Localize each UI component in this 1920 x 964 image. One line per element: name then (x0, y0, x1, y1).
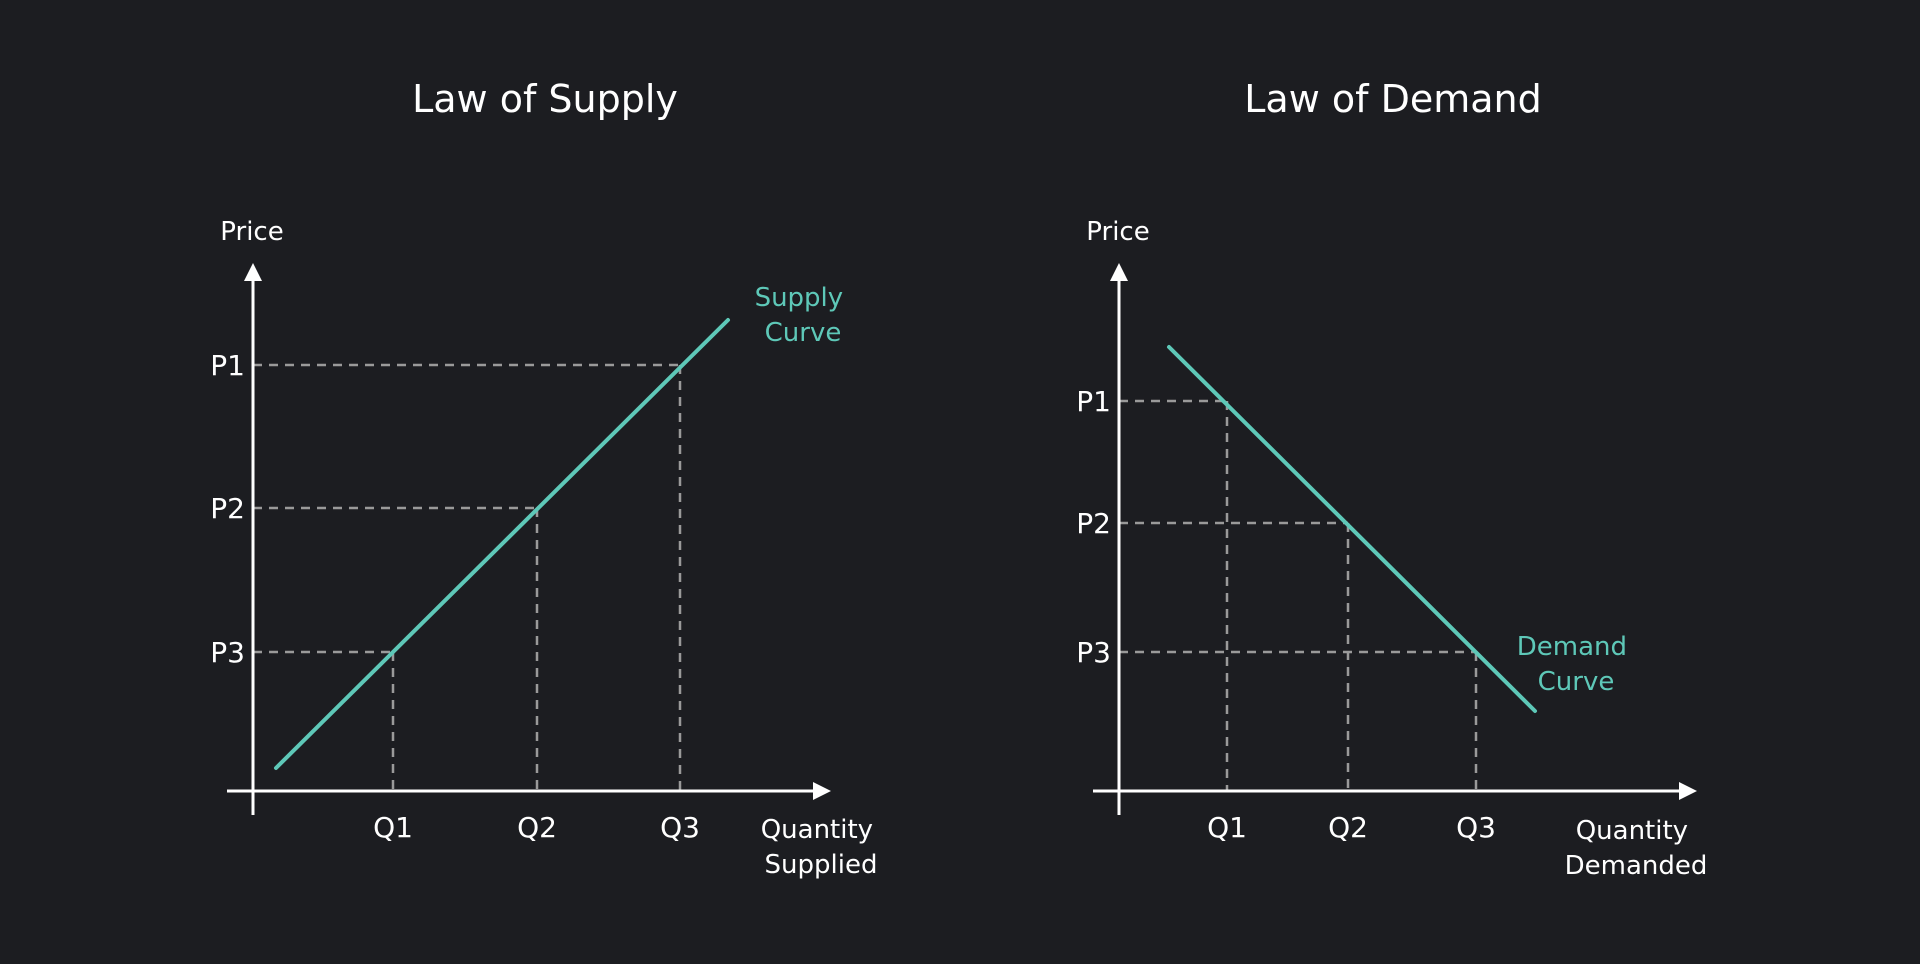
demand-guide-lines (1119, 399, 1478, 791)
demand-y-tick-p2: P2 (1076, 507, 1111, 540)
supply-x-tick-q2: Q2 (517, 811, 557, 844)
demand-x-axis-label: Quantity Demanded (1565, 816, 1708, 881)
supply-curve-line (274, 318, 730, 770)
demand-x-axis-label-line-2: Demanded (1565, 851, 1708, 881)
demand-curve-label-line-2: Curve (1538, 667, 1615, 697)
supply-guide-lines (253, 363, 682, 791)
demand-y-axis-label: Price (1086, 217, 1149, 247)
demand-y-ticks: P1 P2 P3 (1076, 385, 1111, 669)
demand-x-tick-q3: Q3 (1456, 811, 1496, 844)
supply-y-tick-p3: P3 (210, 636, 245, 669)
demand-x-axis-label-line-1: Quantity (1576, 816, 1688, 846)
supply-curve-label-line-2: Curve (765, 318, 842, 348)
supply-curve-label-line-1: Supply (755, 283, 844, 313)
supply-x-tick-q3: Q3 (660, 811, 700, 844)
demand-y-tick-p3: P3 (1076, 636, 1111, 669)
supply-y-tick-p2: P2 (210, 492, 245, 525)
demand-x-tick-q2: Q2 (1328, 811, 1368, 844)
supply-x-axis-label: Quantity Supplied (761, 815, 882, 880)
demand-x-ticks: Q1 Q2 Q3 (1207, 811, 1496, 844)
supply-x-ticks: Q1 Q2 Q3 (373, 811, 700, 844)
demand-chart-title: Law of Demand (1244, 77, 1541, 121)
supply-x-axis-label-line-2: Supplied (765, 850, 878, 880)
supply-y-tick-p1: P1 (210, 349, 245, 382)
demand-x-tick-q1: Q1 (1207, 811, 1247, 844)
supply-y-axis-label: Price (220, 217, 283, 247)
demand-curve-label: Demand Curve (1517, 632, 1636, 697)
demand-curve-line (1167, 345, 1537, 713)
demand-curve-label-line-1: Demand (1517, 632, 1627, 662)
supply-y-ticks: P1 P2 P3 (210, 349, 245, 669)
supply-curve-label: Supply Curve (755, 283, 852, 348)
demand-chart: Law of Demand Price P1 P2 P3 Q1 Q2 Q3 Demand… (1076, 77, 1707, 881)
supply-chart: Law of Supply Price P1 P2 P3 Q1 Q2 Q3 Supply… (210, 77, 882, 880)
supply-x-tick-q1: Q1 (373, 811, 413, 844)
supply-chart-title: Law of Supply (412, 77, 678, 121)
demand-y-tick-p1: P1 (1076, 385, 1111, 418)
supply-x-axis-label-line-1: Quantity (761, 815, 873, 845)
